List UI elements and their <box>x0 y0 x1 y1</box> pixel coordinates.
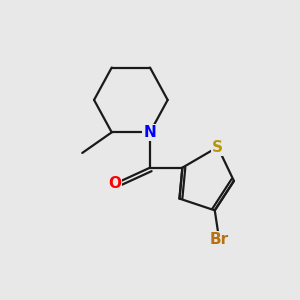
Text: N: N <box>144 125 156 140</box>
Text: S: S <box>212 140 223 154</box>
Text: O: O <box>108 176 121 191</box>
Text: Br: Br <box>210 232 229 247</box>
